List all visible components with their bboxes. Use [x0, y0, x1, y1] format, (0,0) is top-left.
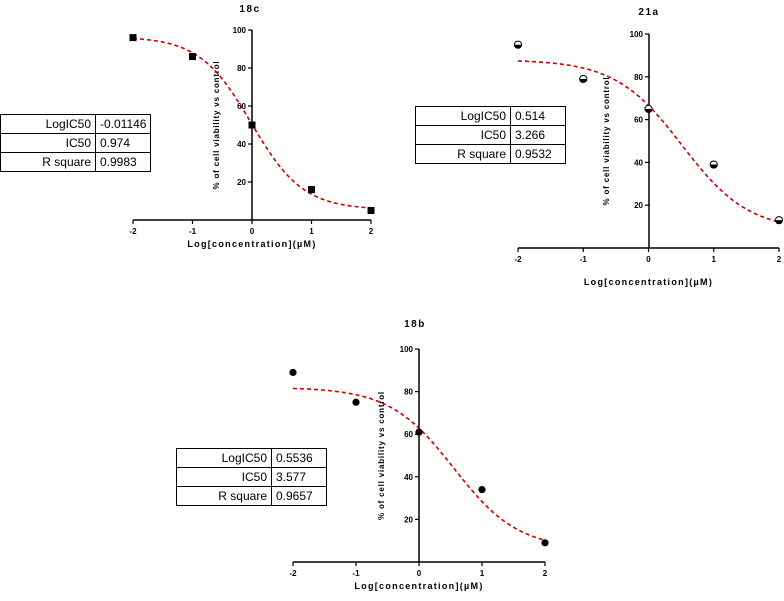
- stats-row: R square 0.9657: [176, 486, 327, 506]
- y-tick-label: 40: [404, 473, 413, 482]
- y-tick-label: 40: [634, 158, 643, 167]
- stats-row: LogIC50 0.5536: [176, 448, 327, 468]
- data-point-fill: [579, 78, 587, 83]
- y-tick-label: 80: [237, 64, 246, 73]
- stats-label: LogIC50: [176, 448, 272, 468]
- data-point: [308, 186, 315, 194]
- x-axis-label: Log[concentration](µM): [584, 277, 713, 287]
- stats-row: IC50 3.577: [176, 467, 327, 487]
- data-point: [289, 368, 297, 377]
- data-point: [248, 121, 256, 129]
- data-point: [478, 485, 486, 494]
- x-tick-label: 1: [480, 569, 485, 578]
- x-tick-label: 0: [417, 569, 422, 578]
- y-tick-label: 80: [634, 73, 643, 82]
- stats-row: LogIC50 -0.01146: [0, 114, 152, 134]
- stats-row: R square 0.9532: [415, 144, 566, 164]
- y-tick-label: 60: [404, 430, 413, 439]
- x-tick-label: -1: [352, 569, 360, 578]
- stats-table: LogIC50 0.5536 IC50 3.577 R square 0.9657: [176, 448, 327, 506]
- stats-value: 0.9983: [94, 152, 152, 172]
- stats-row: IC50 3.266: [415, 125, 566, 145]
- data-point: [579, 74, 588, 84]
- stats-table: LogIC50 -0.01146 IC50 0.974 R square 0.9983: [0, 114, 152, 172]
- chart-title: 18b: [404, 319, 426, 330]
- stats-table: LogIC50 0.514 IC50 3.266 R square 0.9532: [415, 106, 566, 164]
- chart-title: 21a: [638, 7, 659, 18]
- data-point-fill: [710, 164, 718, 169]
- chart-2: 18b -2 -1 0 1 2 Log[concentration](µM) 20 40 60 80…: [289, 319, 549, 591]
- y-tick-label: 60: [634, 116, 643, 125]
- stats-value: 0.514: [510, 106, 566, 126]
- stats-label: LogIC50: [0, 114, 96, 134]
- stats-label: LogIC50: [415, 106, 511, 126]
- y-tick-label: 100: [630, 30, 644, 39]
- x-axis-label: Log[concentration](µM): [187, 239, 316, 249]
- stats-row: IC50 0.974: [0, 133, 152, 153]
- data-point: [709, 160, 718, 169]
- y-axis-label: % of cell viability vs control: [377, 391, 386, 520]
- data-point-fill: [775, 220, 783, 224]
- stats-value: 3.266: [510, 125, 566, 145]
- y-axis-label: % of cell viability vs control: [602, 77, 611, 206]
- y-tick-label: 100: [233, 26, 247, 35]
- data-point: [513, 40, 523, 49]
- y-tick-label: 80: [404, 388, 413, 397]
- x-tick-label: 2: [369, 227, 374, 236]
- stats-value: 0.974: [94, 133, 152, 153]
- x-tick-label: -1: [580, 255, 588, 264]
- x-tick-label: -2: [514, 255, 522, 264]
- y-axis-label: % of cell viability vs control: [212, 61, 221, 190]
- x-tick-label: -2: [129, 227, 137, 236]
- y-tick-label: 100: [400, 345, 414, 354]
- data-point: [367, 207, 375, 214]
- x-tick-label: 0: [646, 255, 651, 264]
- y-tick-label: 40: [237, 140, 246, 149]
- data-point: [352, 398, 360, 406]
- x-tick-label: 1: [712, 255, 717, 264]
- chart-title: 18c: [239, 4, 260, 15]
- stats-label: R square: [415, 144, 511, 164]
- x-tick-label: -1: [189, 227, 197, 236]
- stats-label: IC50: [415, 125, 511, 145]
- data-point: [774, 216, 784, 225]
- data-point: [541, 539, 549, 547]
- data-point: [415, 428, 423, 436]
- x-tick-label: -2: [289, 569, 297, 578]
- data-point: [189, 53, 196, 61]
- y-tick-label: 20: [634, 201, 643, 210]
- stats-label: IC50: [0, 133, 96, 153]
- stats-value: 0.9657: [271, 486, 327, 506]
- x-axis-label: Log[concentration](µM): [354, 581, 483, 591]
- stats-value: 0.9532: [510, 144, 566, 164]
- data-point-fill: [514, 44, 522, 49]
- chart-0: 18c-2 -1 0 1 2Log[concentration](µM)20406080…: [129, 4, 375, 249]
- data-point: [644, 104, 653, 114]
- stats-label: R square: [176, 486, 272, 506]
- y-tick-label: 20: [404, 515, 413, 524]
- stats-value: -0.01146: [94, 114, 152, 134]
- x-tick-label: 2: [543, 569, 548, 578]
- x-tick-label: 1: [309, 227, 314, 236]
- stats-row: R square 0.9983: [0, 152, 152, 172]
- stats-value: 0.5536: [271, 448, 327, 468]
- data-point-fill: [644, 108, 653, 113]
- stats-row: LogIC50 0.514: [415, 106, 566, 126]
- stats-label: IC50: [176, 467, 272, 487]
- y-tick-label: 20: [237, 178, 246, 187]
- stats-label: R square: [0, 152, 96, 172]
- chart-1: 21a -2 -1 0 1 2 Log[concentration](µM) 20 40 60 80…: [513, 7, 784, 287]
- stats-value: 3.577: [271, 467, 327, 487]
- x-tick-label: 2: [777, 255, 782, 264]
- data-point: [129, 34, 137, 42]
- fit-curve: [292, 387, 546, 541]
- x-tick-label: 0: [250, 227, 255, 236]
